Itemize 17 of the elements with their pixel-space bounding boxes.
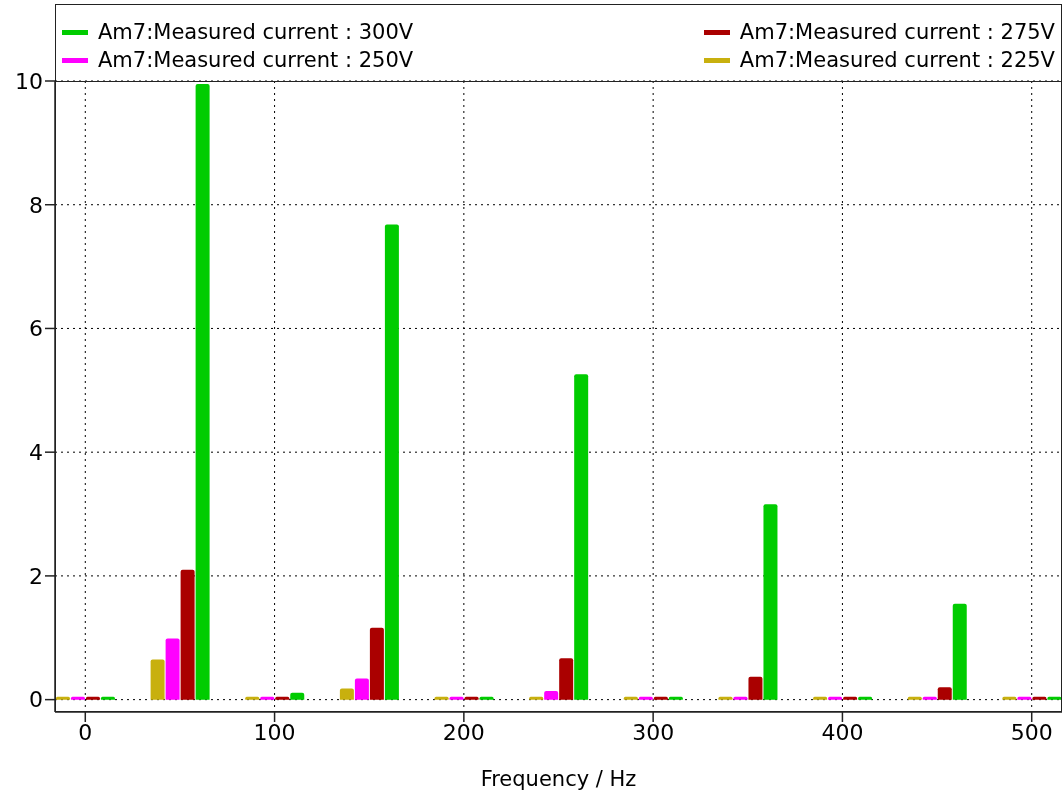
x-tick-label: 300 <box>632 719 675 745</box>
legend-label: Am7:Measured current : 300V <box>98 19 414 46</box>
y-tick-label: 10 <box>15 68 43 94</box>
y-tick-label: 6 <box>29 316 43 342</box>
y-tick-label: 2 <box>29 563 43 589</box>
x-axis-title: Frequency / Hz <box>480 767 637 791</box>
legend-label: Am7:Measured current : 275V <box>739 19 1055 46</box>
legend-label: Am7:Measured current : 250V <box>98 47 414 74</box>
y-tick-label: 8 <box>29 192 43 218</box>
y-tick-label: 4 <box>29 439 43 465</box>
x-tick-label: 200 <box>442 719 485 745</box>
x-tick-label: 400 <box>821 719 864 745</box>
x-tick-label: 500 <box>1010 719 1053 745</box>
x-tick-label: 100 <box>253 719 296 745</box>
y-tick-label: 0 <box>29 687 43 713</box>
legend-label: Am7:Measured current : 225V <box>739 47 1055 74</box>
x-tick-label: 0 <box>78 719 93 745</box>
